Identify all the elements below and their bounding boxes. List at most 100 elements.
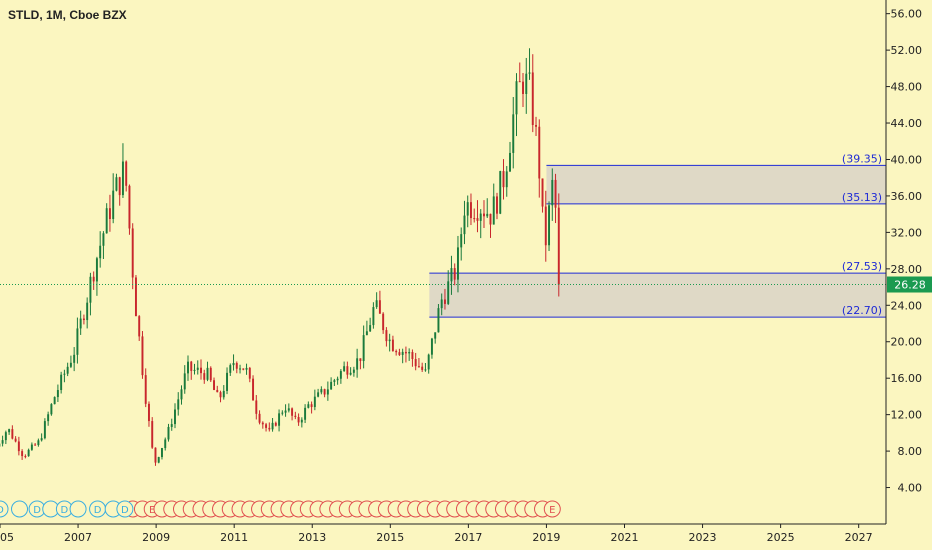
candle-body [421,366,424,370]
candle-body [528,72,531,74]
candle-body [102,233,105,246]
candle-body [483,213,485,217]
dividend-event-label: D [0,505,4,516]
y-tick-label: 8.00 [898,445,923,458]
candle-body [265,424,268,428]
candle-body [460,234,463,248]
last-price-tag [887,276,932,293]
candle-body [479,213,482,221]
zones-layer: (39.35) (35.13) (27.53) (22.70) [429,152,886,318]
candle-body [365,331,368,336]
candle-body [317,392,320,397]
candle-body [164,439,167,449]
candle-body [261,422,264,425]
candle-body [443,299,446,304]
candle-body [349,372,352,375]
y-tick-label: 44.00 [891,117,923,130]
candle-body [502,171,505,188]
x-tick-label: 2025 [767,531,795,544]
candle-body [447,281,450,304]
candle-body [34,444,37,446]
candle-body [60,374,63,391]
earnings-event-label: E [549,505,555,516]
candle-body [242,368,245,370]
candle-body [89,276,92,303]
candle-body [512,114,515,153]
candle-body [27,449,30,457]
candle-body [352,369,355,373]
candle-body [489,213,492,225]
dividend-event-label: D [121,505,129,516]
candle-body [203,373,206,380]
candle-body [134,277,137,317]
candle-body [56,390,59,398]
candles-layer [0,48,560,466]
candle-body [258,413,261,423]
candle-body [157,457,160,463]
candle-body [557,207,560,285]
candle-body [1,440,4,444]
x-tick-label: 2013 [298,531,326,544]
candle-body [47,414,50,422]
candle-body [121,161,124,196]
candle-body [456,247,459,280]
candle-body [167,426,170,440]
y-tick-label: 40.00 [891,153,923,166]
candle-body [486,213,489,217]
candle-body [323,389,326,395]
candle-body [66,366,69,374]
candle-body [69,362,72,367]
candle-body [434,332,437,339]
candle-body [30,444,33,450]
candle-body [401,351,404,355]
candle-body [473,218,476,220]
candle-body [177,399,180,410]
y-axis[interactable]: 4.00 8.00 12.00 16.00 20.00 24.00 28.00 32.00 36… [886,8,922,495]
candle-body [206,367,209,380]
candle-body [362,335,365,362]
zone-1-fill [429,273,886,318]
events-layer: EEDDDDD [0,500,561,518]
candle-body [229,365,232,373]
y-tick-label: 28.00 [891,263,923,276]
candle-body [531,72,534,126]
candle-body [427,354,430,370]
candle-body [398,352,401,355]
candle-body [492,196,495,225]
candle-body [131,228,134,278]
candle-body [544,206,547,246]
candle-body [50,404,53,415]
candle-body [268,427,271,430]
candle-body [63,373,66,375]
candle-body [372,307,375,326]
candle-body [79,318,82,329]
candle-body [183,373,186,390]
candle-body [86,302,89,321]
x-tick-label: 2011 [220,531,248,544]
candle-body [196,367,199,370]
candle-body [307,404,310,408]
candle-body [430,338,433,355]
candle-body [453,268,456,280]
candle-body [92,276,95,282]
candle-body [382,313,385,331]
candle-body [554,179,557,208]
y-tick-label: 24.00 [891,299,923,312]
candle-body [141,336,144,376]
candle-body [424,369,427,371]
candle-body [525,73,528,94]
candle-body [469,202,472,219]
candle-body [144,375,147,404]
candle-body [278,413,281,426]
candle-body [118,177,121,196]
candle-body [112,190,115,219]
dividend-event-marker [69,500,87,518]
candle-body [388,339,391,342]
candle-body [548,205,551,246]
candle-body [161,448,163,458]
x-axis[interactable]: 2005 2007 2009 2011 2013 2015 2017 2019 2021 2023… [0,524,873,544]
candle-body [200,367,202,374]
candle-body [125,161,128,186]
candle-body [274,422,277,426]
